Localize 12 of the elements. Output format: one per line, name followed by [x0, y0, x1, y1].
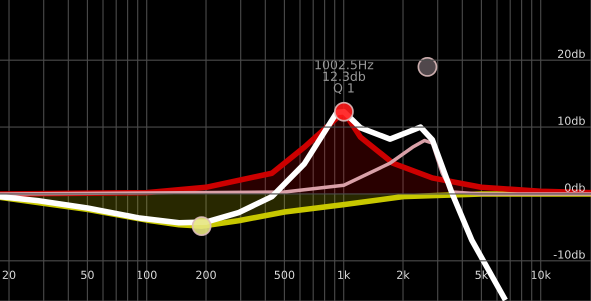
y-tick-label: -10db — [554, 250, 585, 259]
x-tick-label: 200 — [196, 270, 216, 280]
x-tick-label: 100 — [137, 270, 157, 280]
x-tick-label: 5k — [476, 270, 488, 280]
x-tick-label: 500 — [274, 270, 294, 280]
y-tick-label: 20db — [558, 49, 585, 58]
x-tick-label: 20 — [2, 270, 16, 280]
x-tick-label: 10k — [532, 270, 551, 280]
x-tick-label: 1k — [338, 270, 350, 279]
y-tick-label: 10db — [558, 116, 585, 125]
x-tick-label: 2k — [397, 270, 410, 279]
x-tick-label: 50 — [81, 270, 94, 280]
